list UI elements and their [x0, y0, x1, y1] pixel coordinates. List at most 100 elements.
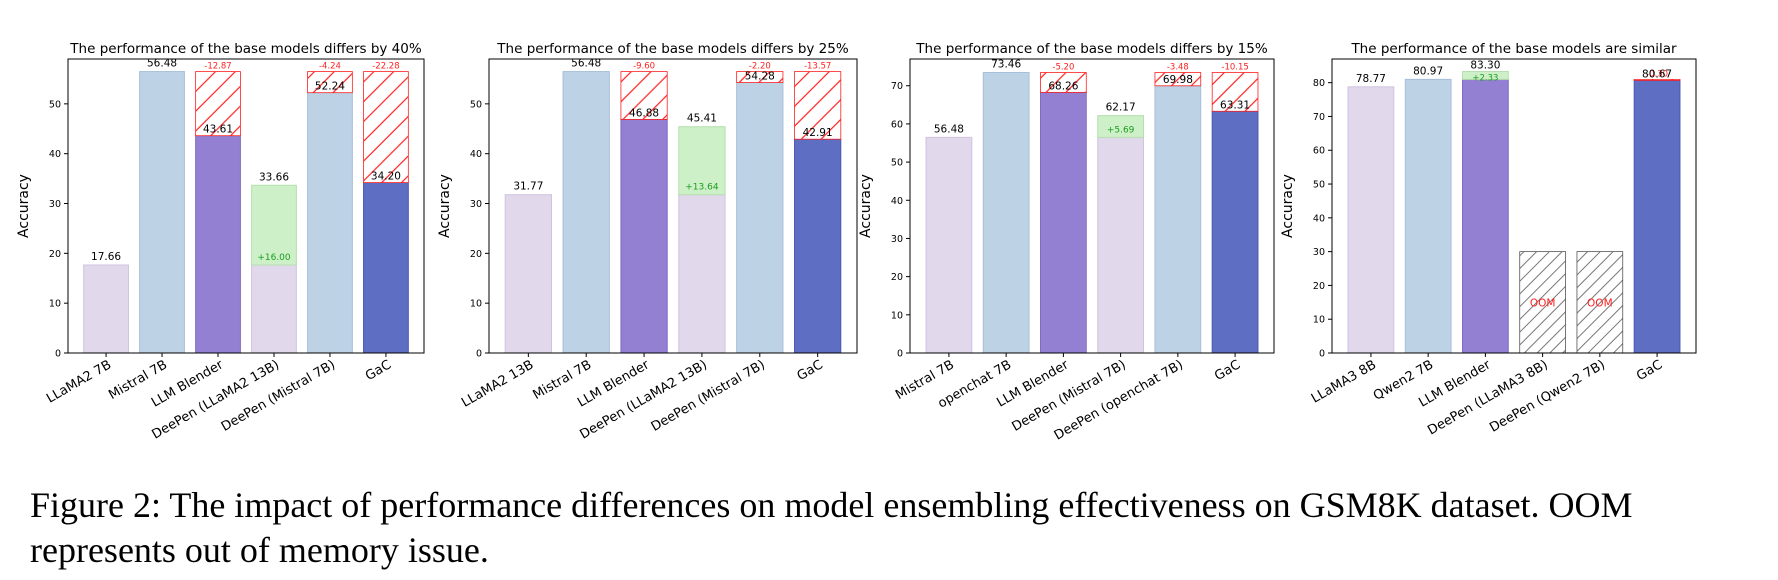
- increase-bar: [1097, 115, 1145, 138]
- y-tick-label: 60: [1313, 146, 1325, 157]
- bar-value-label: 42.91: [803, 127, 833, 139]
- decrease-hatch: [1211, 72, 1259, 112]
- bar: [1211, 110, 1259, 354]
- bar: [504, 194, 552, 354]
- bar: [620, 118, 668, 354]
- bar-value-label: 46.88: [629, 107, 659, 119]
- y-tick-label: 50: [49, 99, 61, 110]
- figure-caption: Figure 2: The impact of performance diff…: [30, 485, 1633, 570]
- decrease-hatch: [307, 71, 353, 94]
- y-tick-label: 70: [891, 81, 903, 92]
- decrease-hatch: [1633, 78, 1681, 81]
- decrease-hatch: [1154, 72, 1202, 87]
- bar-value-label: 62.17: [1106, 102, 1136, 114]
- bar: [1404, 78, 1452, 354]
- oom-label: OOM: [1587, 297, 1613, 309]
- y-tick-label: 40: [891, 196, 903, 207]
- y-axis-label: Accuracy: [858, 174, 874, 238]
- bar-value-label: 52.24: [315, 81, 345, 93]
- base-bar: [251, 264, 297, 354]
- chart-panel-4: The performance of the base models are s…: [1280, 41, 1697, 438]
- bar-value-label: 80.67: [1642, 68, 1672, 80]
- y-tick-label: 30: [470, 199, 482, 210]
- bar: [1154, 85, 1202, 354]
- bar: [363, 182, 409, 354]
- increase-bar: [251, 184, 297, 266]
- bar-value-label: 43.61: [203, 124, 233, 136]
- y-tick-label: 0: [55, 349, 61, 360]
- plot-frame: [909, 58, 1275, 354]
- bar-value-label: 45.41: [687, 113, 717, 125]
- delta-label: -9.60: [633, 62, 655, 72]
- y-axis-label: Accuracy: [1280, 174, 1296, 238]
- bar-value-label: 80.97: [1413, 65, 1443, 77]
- y-tick-label: 50: [1313, 180, 1325, 191]
- plot-frame: [67, 58, 425, 354]
- bar: [1347, 86, 1395, 354]
- figure-charts: The performance of the base models diffe…: [16, 41, 1697, 444]
- y-tick-label: 10: [49, 299, 61, 310]
- y-axis-label: Accuracy: [437, 174, 453, 238]
- y-tick-label: 20: [1313, 281, 1325, 292]
- x-tick-label: GaC: [1634, 357, 1665, 384]
- delta-label: +16.00: [257, 253, 291, 263]
- delta-label: -4.24: [319, 62, 341, 72]
- chart-panel-1: The performance of the base models diffe…: [16, 41, 425, 443]
- delta-label: -12.87: [204, 62, 231, 72]
- x-tick-label: GaC: [795, 357, 826, 384]
- y-tick-label: 70: [1313, 112, 1325, 123]
- y-tick-label: 20: [891, 272, 903, 283]
- chart-panel-3: The performance of the base models diffe…: [858, 41, 1275, 444]
- bar-value-label: 33.66: [259, 171, 289, 183]
- bar: [139, 71, 185, 354]
- y-tick-label: 30: [1313, 247, 1325, 258]
- delta-label: +2.33: [1472, 74, 1498, 84]
- x-tick-label: LLaMA2 7B: [44, 357, 114, 406]
- x-tick-label: GaC: [1212, 357, 1243, 384]
- bar: [982, 72, 1030, 354]
- y-tick-label: 40: [470, 149, 482, 160]
- y-tick-label: 40: [1313, 213, 1325, 224]
- chart-title: The performance of the base models are s…: [1350, 41, 1677, 57]
- decrease-hatch: [620, 71, 668, 120]
- y-tick-label: 40: [49, 149, 61, 160]
- bar-value-label: 73.46: [991, 59, 1021, 71]
- y-tick-label: 10: [891, 310, 903, 321]
- delta-label: -22.28: [372, 62, 399, 72]
- decrease-hatch: [736, 71, 784, 83]
- y-tick-label: 0: [897, 349, 903, 360]
- delta-label: -5.20: [1052, 63, 1074, 73]
- bar-value-label: 78.77: [1356, 73, 1386, 85]
- bar-value-label: 68.26: [1048, 80, 1078, 92]
- bar: [195, 135, 241, 354]
- bar-value-label: 56.48: [934, 123, 964, 135]
- decrease-hatch: [1040, 72, 1087, 93]
- bar-value-label: 54.28: [745, 71, 775, 83]
- bar-value-label: 83.30: [1470, 60, 1500, 72]
- x-tick-label: GaC: [363, 357, 394, 384]
- delta-label: -10.15: [1221, 63, 1248, 73]
- bar-value-label: 56.48: [571, 58, 601, 70]
- delta-label: -3.48: [1167, 63, 1189, 73]
- decrease-hatch: [195, 71, 241, 137]
- x-tick-label: LLaMA3 8B: [1309, 357, 1379, 406]
- bar: [794, 138, 842, 354]
- y-tick-label: 80: [1313, 78, 1325, 89]
- bar: [925, 136, 973, 354]
- plot-frame: [488, 58, 858, 354]
- delta-label: +5.69: [1107, 125, 1135, 135]
- oom-label: OOM: [1530, 297, 1556, 309]
- bar: [83, 264, 129, 354]
- y-tick-label: 20: [49, 249, 61, 260]
- chart-panel-2: The performance of the base models diffe…: [437, 41, 858, 443]
- bar: [562, 71, 610, 354]
- decrease-hatch: [363, 71, 409, 183]
- delta-label: -0.30: [1646, 69, 1668, 79]
- y-tick-label: 0: [1319, 349, 1325, 360]
- bar-value-label: 69.98: [1163, 74, 1193, 86]
- chart-title: The performance of the base models diffe…: [915, 41, 1268, 57]
- increase-bar: [678, 126, 726, 196]
- y-tick-label: 20: [470, 249, 482, 260]
- delta-label: +13.64: [685, 183, 719, 193]
- bar-value-label: 63.31: [1220, 99, 1250, 111]
